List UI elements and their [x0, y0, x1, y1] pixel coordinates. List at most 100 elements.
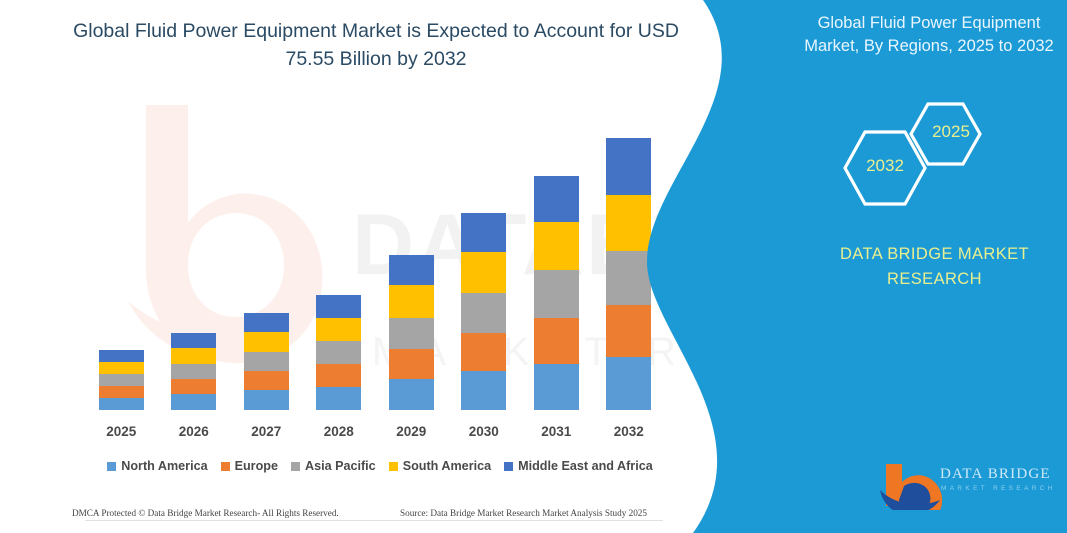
stacked-bar	[388, 255, 434, 410]
stacked-bar	[243, 313, 289, 410]
bar-segment	[606, 250, 652, 305]
chart-plot-area	[85, 110, 665, 521]
bar-segment	[388, 255, 434, 285]
chart-title: Global Fluid Power Equipment Market is E…	[73, 20, 679, 70]
legend-swatch-icon	[290, 461, 300, 471]
bar-segment	[243, 313, 289, 332]
bar-segment	[388, 379, 434, 410]
bar-column-2027	[230, 108, 302, 410]
bar-segment	[461, 332, 507, 371]
year-hexagon-badges: 2025 2032	[820, 96, 1050, 206]
legend-label: South America	[402, 459, 492, 473]
bar-segment	[533, 363, 579, 410]
bar-segment	[606, 357, 652, 410]
hexagon-2025-shape	[909, 102, 982, 166]
legend-item[interactable]: North America	[107, 459, 208, 473]
bar-segment	[243, 370, 289, 390]
bar-segment	[316, 295, 362, 318]
hexagon-2032-shape	[843, 130, 927, 206]
bar-segment	[533, 270, 579, 318]
bar-segment	[533, 176, 579, 222]
legend-swatch-icon	[220, 461, 230, 471]
bar-segment	[98, 397, 144, 410]
bar-segment	[461, 371, 507, 410]
legend-label: Asia Pacific	[304, 459, 376, 473]
x-axis-label-2032: 2032	[613, 423, 644, 439]
bar-segment	[461, 252, 507, 293]
panel-brand-line2: RESEARCH	[887, 269, 982, 288]
bar-segment	[171, 333, 217, 348]
stacked-bar	[533, 176, 579, 410]
legend-label: Middle East and Africa	[518, 459, 653, 473]
legend-swatch-icon	[504, 461, 514, 471]
stacked-bar	[316, 295, 362, 410]
bar-column-2026	[158, 108, 230, 410]
chart-legend: North America Europe Asia Pacific South Ame…	[70, 456, 690, 476]
bar-column-2025	[85, 108, 157, 410]
bar-segment	[98, 385, 144, 398]
stacked-bar	[606, 138, 652, 410]
footer-source: Source: Data Bridge Market Research Mark…	[400, 508, 647, 518]
bar-segment	[316, 386, 362, 410]
x-axis-labels: 2025 2026 2027 2028 2029 2030 2031 2032	[85, 420, 665, 442]
bar-segment	[98, 362, 144, 374]
bar-segment	[171, 394, 217, 410]
bar-segment	[243, 390, 289, 410]
x-axis-label-2027: 2027	[251, 423, 282, 439]
x-axis-label-2025: 2025	[106, 423, 137, 439]
panel-brand-line1: DATA BRIDGE MARKET	[839, 245, 1030, 263]
footer-copyright: DMCA Protected © Data Bridge Market Rese…	[72, 508, 339, 518]
stacked-bar	[171, 333, 217, 410]
bar-segment	[171, 363, 217, 379]
legend-item[interactable]: Middle East and Africa	[504, 459, 653, 473]
hexagon-2025-label: 2025	[932, 122, 970, 141]
logo-wordmark: DATA BRIDGE	[940, 466, 1051, 482]
bar-segment	[388, 317, 434, 349]
bar-column-2030	[448, 108, 520, 410]
x-axis-label-2028: 2028	[323, 423, 354, 439]
bar-segment	[461, 293, 507, 333]
bar-column-2032	[593, 108, 665, 410]
legend-swatch-icon	[107, 461, 117, 471]
x-axis-label-2029: 2029	[396, 423, 427, 439]
bar-segment	[606, 195, 652, 251]
legend-label: North America	[121, 459, 208, 473]
hexagon-2032-label: 2032	[866, 156, 904, 175]
bar-column-2028	[303, 108, 375, 410]
bar-segment	[316, 341, 362, 364]
legend-item[interactable]: South America	[388, 459, 492, 473]
bar-segment	[171, 378, 217, 394]
x-axis-label-2030: 2030	[468, 423, 499, 439]
bar-segment	[316, 363, 362, 387]
bar-segment	[533, 317, 579, 364]
bar-segment	[243, 332, 289, 352]
bar-segment	[171, 348, 217, 364]
x-axis-label-2026: 2026	[178, 423, 209, 439]
bar-segment	[388, 349, 434, 379]
bar-segment	[243, 351, 289, 371]
stacked-bar	[98, 350, 144, 410]
logo-tagline: MARKET RESEARCH	[941, 485, 1056, 492]
bar-column-2031	[520, 108, 592, 410]
stacked-bar-group	[85, 108, 665, 410]
data-bridge-logo	[878, 462, 1058, 515]
legend-item[interactable]: Europe	[220, 459, 278, 473]
panel-title: Global Fluid Power Equipment Market, By …	[804, 14, 1054, 55]
bar-segment	[533, 221, 579, 270]
legend-item[interactable]: Asia Pacific	[290, 459, 376, 473]
legend-swatch-icon	[388, 461, 398, 471]
bar-segment	[606, 138, 652, 195]
bar-column-2029	[375, 108, 447, 410]
panel-brand-name: DATA BRIDGE MARKET RESEARCH	[812, 242, 1057, 292]
bar-segment	[98, 374, 144, 386]
bar-segment	[316, 318, 362, 341]
bar-segment	[461, 213, 507, 252]
chart-baseline	[85, 520, 663, 521]
bar-segment	[606, 304, 652, 357]
legend-label: Europe	[234, 459, 278, 473]
logo-b-icon	[880, 464, 943, 515]
stacked-bar	[461, 213, 507, 410]
bar-segment	[388, 284, 434, 318]
x-axis-label-2031: 2031	[541, 423, 572, 439]
